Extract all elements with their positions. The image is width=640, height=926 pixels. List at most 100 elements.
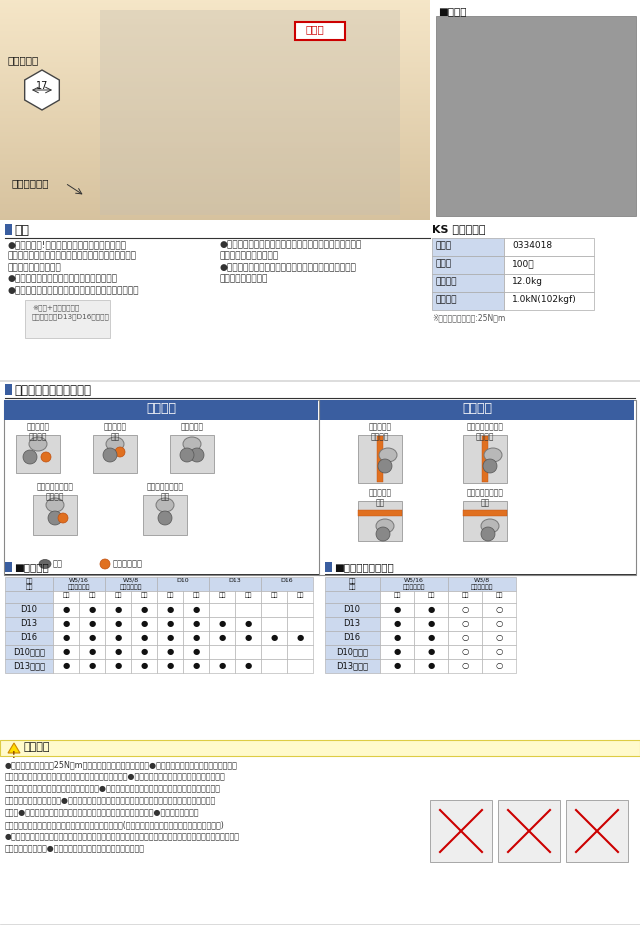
Bar bbox=[0, 165, 430, 166]
Text: ●: ● bbox=[88, 605, 95, 614]
Bar bbox=[0, 28, 430, 29]
Bar bbox=[0, 69, 430, 70]
Bar bbox=[0, 104, 430, 105]
Bar bbox=[79, 603, 105, 617]
Bar bbox=[414, 659, 448, 673]
Bar bbox=[0, 39, 430, 40]
Bar bbox=[0, 48, 430, 49]
Circle shape bbox=[180, 448, 194, 462]
Text: ●: ● bbox=[140, 647, 148, 656]
Bar bbox=[0, 61, 430, 62]
Text: D10: D10 bbox=[20, 605, 38, 614]
Bar bbox=[0, 186, 430, 187]
Bar bbox=[0, 68, 430, 69]
Bar bbox=[261, 591, 287, 603]
Text: D10ダブル: D10ダブル bbox=[336, 647, 368, 656]
Bar bbox=[325, 577, 380, 591]
Bar bbox=[0, 55, 430, 56]
Ellipse shape bbox=[379, 448, 397, 462]
Bar bbox=[0, 63, 430, 64]
Bar bbox=[0, 66, 430, 67]
Bar bbox=[235, 631, 261, 645]
Text: 適応
鉄筋: 適応 鉄筋 bbox=[348, 578, 356, 590]
Bar bbox=[25, 300, 110, 338]
Bar bbox=[0, 171, 430, 172]
Text: 平行: 平行 bbox=[218, 592, 226, 597]
Text: ●: ● bbox=[193, 605, 200, 614]
Bar bbox=[5, 631, 53, 645]
Circle shape bbox=[23, 450, 37, 464]
Text: ●: ● bbox=[62, 661, 70, 670]
Bar bbox=[0, 160, 430, 161]
Text: 特にスラブでの平行引きは、上からの締付けだけで: 特にスラブでの平行引きは、上からの締付けだけで bbox=[7, 252, 136, 260]
Bar bbox=[0, 143, 430, 144]
Bar bbox=[0, 50, 430, 51]
Bar bbox=[0, 41, 430, 42]
Bar bbox=[0, 139, 430, 140]
Text: ●: ● bbox=[88, 647, 95, 656]
Text: W3/8
セパレーター: W3/8 セパレーター bbox=[471, 578, 493, 590]
Bar bbox=[432, 292, 504, 310]
Bar bbox=[0, 188, 430, 189]
Text: ●: ● bbox=[394, 647, 401, 656]
Bar bbox=[183, 617, 209, 631]
Text: ○: ○ bbox=[495, 619, 502, 628]
Ellipse shape bbox=[376, 519, 394, 533]
Text: ●: ● bbox=[428, 661, 435, 670]
Bar bbox=[79, 617, 105, 631]
Bar bbox=[0, 86, 430, 87]
Bar bbox=[79, 591, 105, 603]
Bar bbox=[0, 95, 430, 96]
Circle shape bbox=[41, 452, 51, 462]
Bar bbox=[0, 145, 430, 146]
Bar bbox=[0, 191, 430, 192]
Bar bbox=[131, 659, 157, 673]
Bar bbox=[0, 117, 430, 118]
Bar bbox=[325, 645, 380, 659]
Bar bbox=[0, 151, 430, 152]
Bar bbox=[0, 181, 430, 182]
Bar bbox=[0, 32, 430, 33]
Text: D10: D10 bbox=[177, 578, 189, 583]
Bar bbox=[0, 24, 430, 25]
Text: ●: ● bbox=[62, 633, 70, 642]
Bar bbox=[235, 659, 261, 673]
Text: ●: ● bbox=[244, 661, 252, 670]
Bar bbox=[131, 591, 157, 603]
Bar bbox=[235, 591, 261, 603]
Bar bbox=[183, 659, 209, 673]
Bar bbox=[0, 70, 430, 71]
Bar bbox=[0, 126, 430, 127]
Bar bbox=[0, 13, 430, 14]
Text: ●金物に先行溶接する場合も、ボルトの締め方に注意しないよう注意してください。締め付けるとボルトの頭: ●金物に先行溶接する場合も、ボルトの締め方に注意しないよう注意してください。締め… bbox=[5, 832, 240, 841]
Bar bbox=[0, 123, 430, 124]
Bar bbox=[0, 187, 430, 188]
Bar bbox=[0, 147, 430, 148]
Bar bbox=[105, 603, 131, 617]
Bar bbox=[0, 140, 430, 141]
Bar bbox=[0, 78, 430, 79]
Bar bbox=[5, 603, 53, 617]
Bar bbox=[0, 83, 430, 84]
Bar bbox=[0, 138, 430, 139]
Bar bbox=[0, 4, 430, 5]
Bar bbox=[131, 631, 157, 645]
Text: 1.0kN(102kgf): 1.0kN(102kgf) bbox=[512, 295, 577, 304]
Bar bbox=[157, 577, 209, 591]
Bar bbox=[4, 400, 318, 420]
Text: ●: ● bbox=[115, 619, 122, 628]
Bar bbox=[0, 2, 430, 3]
Bar bbox=[5, 562, 12, 572]
Text: 直交: 直交 bbox=[296, 592, 304, 597]
Circle shape bbox=[483, 459, 497, 473]
Bar bbox=[0, 154, 430, 155]
Bar bbox=[0, 58, 430, 59]
Text: ●色々な使い方ができるマルチな金物です。: ●色々な使い方ができるマルチな金物です。 bbox=[7, 274, 117, 283]
Bar bbox=[482, 617, 516, 631]
Bar bbox=[380, 603, 414, 617]
Text: 平行: 平行 bbox=[115, 592, 122, 597]
Bar bbox=[105, 591, 131, 603]
Text: ※ボルト締付トルク:25N・m: ※ボルト締付トルク:25N・m bbox=[432, 313, 505, 322]
Text: 平行: 平行 bbox=[393, 592, 401, 597]
Text: ●: ● bbox=[62, 647, 70, 656]
